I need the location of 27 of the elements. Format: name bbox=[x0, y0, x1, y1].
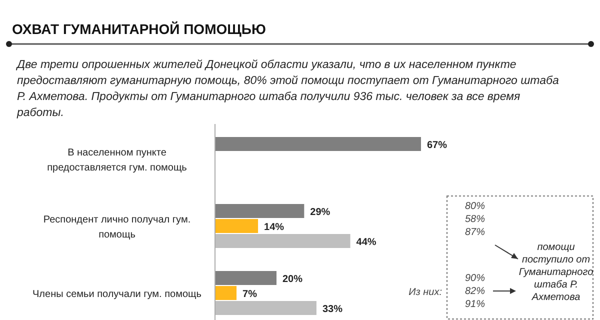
text: 58% bbox=[465, 214, 486, 225]
y-tick-label: Члены семьи получали гум. помощь bbox=[32, 289, 202, 300]
data-label: 7% bbox=[242, 289, 258, 300]
text: 90% bbox=[465, 273, 486, 284]
data-label: 29% bbox=[310, 207, 330, 218]
annotation: Из них: bbox=[408, 287, 442, 298]
bar bbox=[215, 286, 237, 300]
bar bbox=[215, 234, 350, 248]
data-label: 67% bbox=[427, 140, 448, 151]
y-tick-label: Респондент лично получал гум. помощь bbox=[43, 214, 191, 240]
data-label: 44% bbox=[356, 237, 376, 248]
text: помощи поступило от Гуманитарного штаба Р. Ахметова bbox=[518, 242, 594, 303]
data-label: 20% bbox=[282, 274, 303, 285]
chart-subtitle: Две трети опрошенных жителей Донецкой области указали, что в их населенном пункте предоставляют гуманитарную помощь, 80% этой помощи поступает от Гуманитарного штаба Р. Ахметова. Продукты от Гуманитарного штаба получили 936 тыс. человек за все время работы. bbox=[15, 59, 559, 119]
text: 87% bbox=[465, 227, 486, 238]
text: 82% bbox=[465, 286, 486, 297]
bar bbox=[215, 219, 258, 233]
data-label: 14% bbox=[264, 222, 284, 233]
bar bbox=[215, 301, 316, 315]
text: 91% bbox=[465, 299, 486, 310]
text: 80% bbox=[465, 201, 486, 212]
bar bbox=[215, 271, 276, 285]
chart-title: ОХВАТ ГУМАНИТАРНОЙ ПОМОЩЬЮ bbox=[12, 21, 266, 37]
bar bbox=[215, 204, 304, 218]
data-label: 33% bbox=[322, 304, 343, 315]
bar bbox=[215, 137, 421, 151]
y-tick-label: В населенном пункте предоставляется гум. помощь bbox=[47, 148, 187, 174]
